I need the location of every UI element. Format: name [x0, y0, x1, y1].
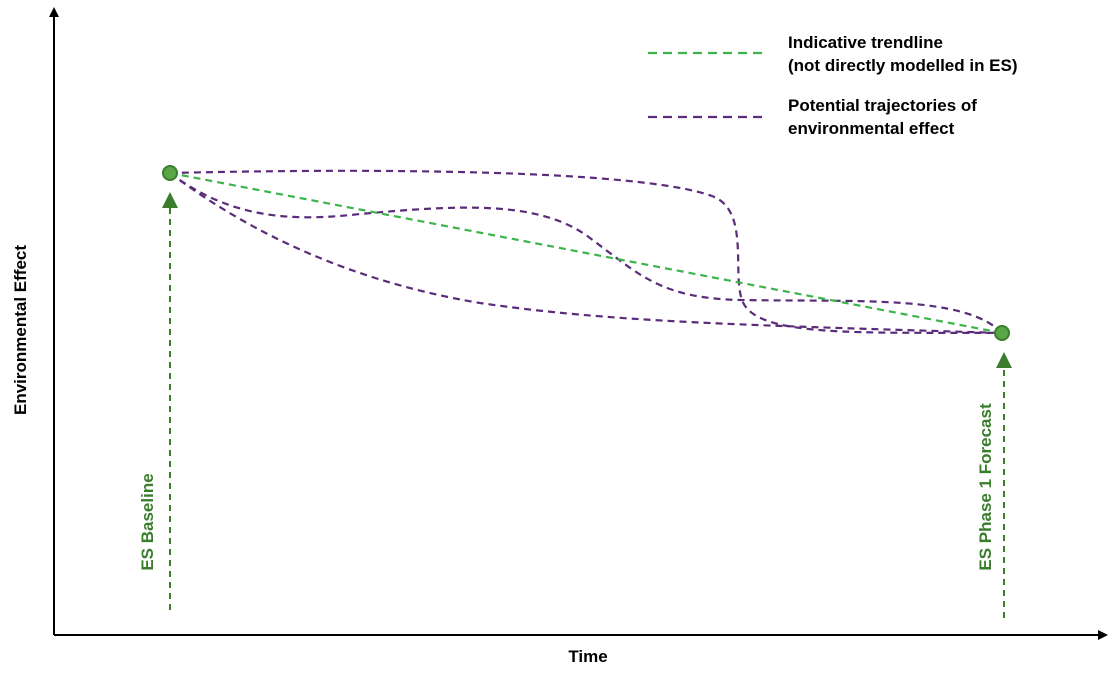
forecast-point — [994, 325, 1010, 341]
baseline-marker: ES Baseline — [138, 165, 178, 610]
baseline-label: ES Baseline — [138, 473, 157, 570]
trajectory-wave — [169, 172, 1003, 334]
trajectory-high — [169, 169, 1003, 335]
forecast-marker: ES Phase 1 Forecast — [976, 325, 1012, 618]
trajectory-low — [169, 172, 1003, 335]
legend-label-trendline-line1: Indicative trendline — [788, 33, 943, 52]
legend-item-trendline: Indicative trendline (not directly model… — [648, 33, 1018, 75]
legend: Indicative trendline (not directly model… — [648, 33, 1018, 138]
baseline-point — [162, 165, 178, 181]
trajectories — [169, 169, 1003, 335]
forecast-label: ES Phase 1 Forecast — [976, 403, 995, 571]
baseline-arrowhead — [162, 192, 178, 208]
forecast-arrowhead — [996, 352, 1012, 368]
x-axis-label: Time — [568, 647, 607, 666]
indicative-trendline — [169, 171, 1003, 335]
legend-label-trendline-line2: (not directly modelled in ES) — [788, 56, 1018, 75]
legend-item-trajectory: Potential trajectories of environmental … — [648, 96, 977, 138]
legend-label-trajectory-line1: Potential trajectories of — [788, 96, 977, 115]
y-axis-label: Environmental Effect — [11, 245, 30, 415]
legend-label-trajectory-line2: environmental effect — [788, 119, 955, 138]
